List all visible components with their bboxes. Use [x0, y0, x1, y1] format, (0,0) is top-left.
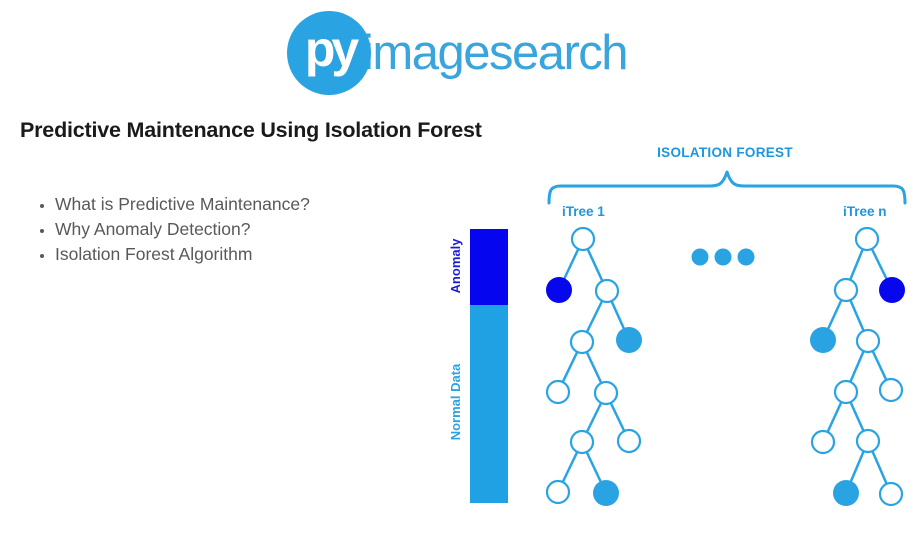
- tree-node-open: [545, 379, 571, 405]
- data-bar: [470, 229, 508, 503]
- agenda-item-3: Isolation Forest Algorithm: [55, 242, 310, 267]
- tree-node-open: [570, 226, 596, 252]
- page-title: Predictive Maintenance Using Isolation F…: [20, 118, 482, 142]
- tree-node-open: [854, 226, 880, 252]
- tree-node-normal: [593, 480, 619, 506]
- tree-node-anomaly: [879, 277, 905, 303]
- tree-node-open: [569, 329, 595, 355]
- logo-mark: py: [304, 21, 359, 77]
- tree-itree1: [545, 226, 642, 506]
- agenda-list: What is Predictive Maintenance? Why Anom…: [55, 192, 310, 267]
- agenda-item-1: What is Predictive Maintenance?: [55, 192, 310, 217]
- brace-icon: [547, 170, 907, 205]
- tree-node-open: [545, 479, 571, 505]
- isolation-forest-diagram: [545, 170, 907, 507]
- tree-node-normal: [616, 327, 642, 353]
- tree-node-open: [833, 379, 859, 405]
- logo-wordmark: imagesearch: [363, 26, 629, 80]
- anomaly-label: Anomaly: [448, 238, 463, 294]
- tree-node-open: [833, 277, 859, 303]
- tree-node-open: [855, 428, 881, 454]
- tree-label-itree1: iTree 1: [562, 204, 605, 219]
- normal-data-label: Normal Data: [448, 363, 463, 441]
- logo-circle-icon: py: [287, 11, 371, 95]
- tree-itreen: [810, 226, 905, 507]
- diagram-heading: ISOLATION FOREST: [657, 145, 793, 160]
- anomaly-segment: [470, 229, 508, 305]
- tree-node-open: [594, 278, 620, 304]
- tree-node-open: [616, 428, 642, 454]
- normal-data-segment: [470, 305, 508, 503]
- tree-node-normal: [833, 480, 859, 506]
- tree-node-open: [810, 429, 836, 455]
- tree-label-itreen: iTree n: [843, 204, 887, 219]
- tree-node-anomaly: [546, 277, 572, 303]
- pyimagesearch-logo: py imagesearch: [287, 11, 629, 95]
- tree-node-open: [569, 429, 595, 455]
- tree-node-open: [878, 377, 904, 403]
- tree-node-open: [855, 328, 881, 354]
- tree-node-normal: [810, 327, 836, 353]
- tree-node-open: [593, 380, 619, 406]
- tree-node-open: [878, 481, 904, 507]
- agenda-item-2: Why Anomaly Detection?: [55, 217, 310, 242]
- ellipsis-dots-icon: [691, 248, 755, 266]
